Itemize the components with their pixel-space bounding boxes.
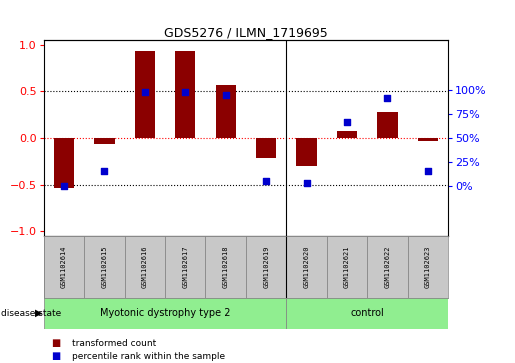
Text: GSM1102617: GSM1102617 [182,245,188,288]
Text: percentile rank within the sample: percentile rank within the sample [72,352,225,361]
Text: GSM1102620: GSM1102620 [303,245,310,288]
Text: GSM1102622: GSM1102622 [384,245,390,288]
Text: control: control [350,308,384,318]
Text: GSM1102619: GSM1102619 [263,245,269,288]
Bar [246,236,286,298]
Text: ■: ■ [52,351,61,362]
Text: GSM1102616: GSM1102616 [142,245,148,288]
Text: GSM1102621: GSM1102621 [344,245,350,288]
Bar [418,138,438,141]
Point [221,92,230,98]
Bar [165,236,205,298]
Point [343,119,351,125]
Bar [297,138,317,166]
Bar [337,131,357,138]
Bar [286,236,327,298]
Point [141,89,149,95]
Text: ■: ■ [52,338,61,348]
Point [424,168,432,174]
Text: GSM1102618: GSM1102618 [222,245,229,288]
Point [60,183,68,189]
Bar [256,138,276,159]
Bar [44,298,286,329]
Text: GSM1102615: GSM1102615 [101,245,108,288]
Text: ▶: ▶ [35,308,43,318]
Bar [84,236,125,298]
Bar [367,236,408,298]
Text: GSM1102614: GSM1102614 [61,245,67,288]
Bar [327,236,367,298]
Point [181,89,190,95]
Bar [54,138,74,188]
Point [383,95,391,101]
Text: Myotonic dystrophy type 2: Myotonic dystrophy type 2 [100,308,230,318]
Bar [44,236,84,298]
Bar [286,298,448,329]
Point [262,178,270,184]
Title: GDS5276 / ILMN_1719695: GDS5276 / ILMN_1719695 [164,26,328,39]
Bar [408,236,448,298]
Bar [377,112,398,138]
Bar [94,138,114,144]
Bar [175,51,195,138]
Bar [205,236,246,298]
Bar [125,236,165,298]
Bar [135,51,155,138]
Bar [216,85,236,138]
Text: transformed count: transformed count [72,339,157,347]
Point [100,168,109,174]
Point [302,180,311,186]
Text: disease state: disease state [1,309,61,318]
Text: GSM1102623: GSM1102623 [425,245,431,288]
